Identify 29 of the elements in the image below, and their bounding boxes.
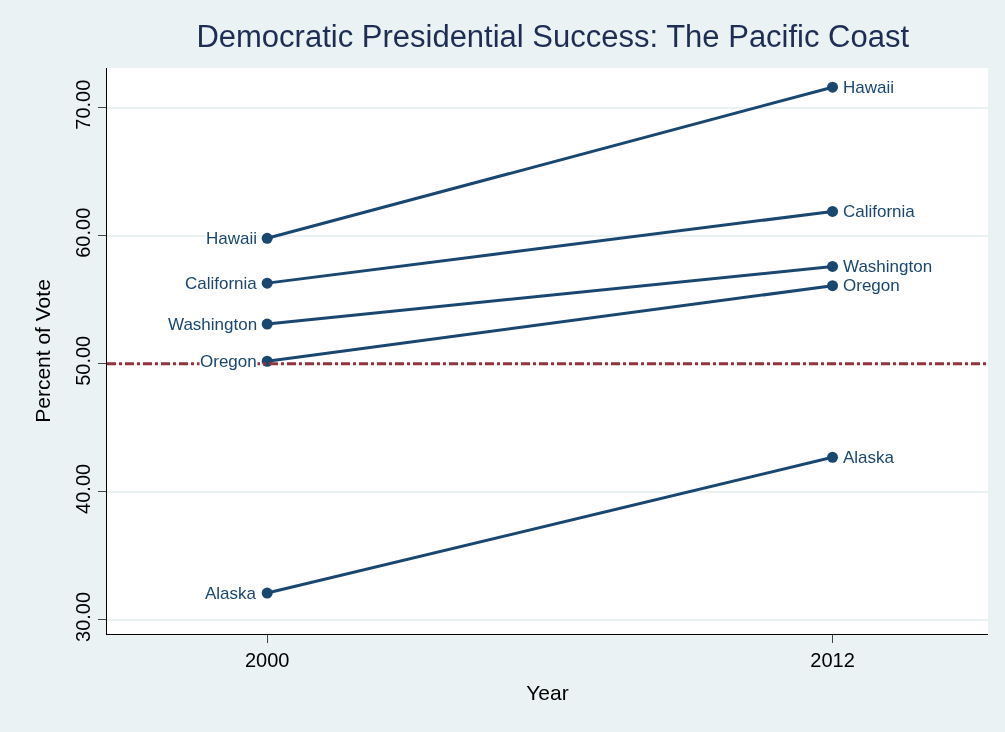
x-axis-title: Year xyxy=(526,681,569,705)
series-label: Oregon xyxy=(843,276,900,295)
series-label: Washington xyxy=(168,315,258,334)
point xyxy=(827,205,839,217)
y-tick-label: 50.00 xyxy=(72,335,94,386)
chart-title: Democratic Presidential Success: The Pacific Coast xyxy=(196,19,910,55)
text: California xyxy=(843,202,915,221)
y-tick-label: 60.00 xyxy=(72,207,94,258)
point xyxy=(827,280,839,292)
point xyxy=(261,318,273,330)
y-tick-label: 70.00 xyxy=(72,79,94,130)
series-label: Alaska xyxy=(843,448,895,467)
point xyxy=(827,81,839,93)
series-label: California xyxy=(185,274,258,293)
point xyxy=(261,587,273,599)
text: Oregon xyxy=(200,352,257,371)
text: Alaska xyxy=(205,584,257,603)
x-tick-label: 2000 xyxy=(244,649,290,671)
point xyxy=(827,260,839,272)
text: Washington xyxy=(843,257,933,276)
point xyxy=(261,232,273,244)
series-label: Hawaii xyxy=(206,229,258,248)
point xyxy=(827,451,839,463)
y-tick-label: 40.00 xyxy=(72,463,94,514)
point xyxy=(261,277,273,289)
text: Hawaii xyxy=(843,78,895,97)
x-tick-label: 2012 xyxy=(810,649,855,671)
y-tick-label: 30.00 xyxy=(72,591,94,642)
y-axis-title: Percent of Vote xyxy=(31,279,55,423)
